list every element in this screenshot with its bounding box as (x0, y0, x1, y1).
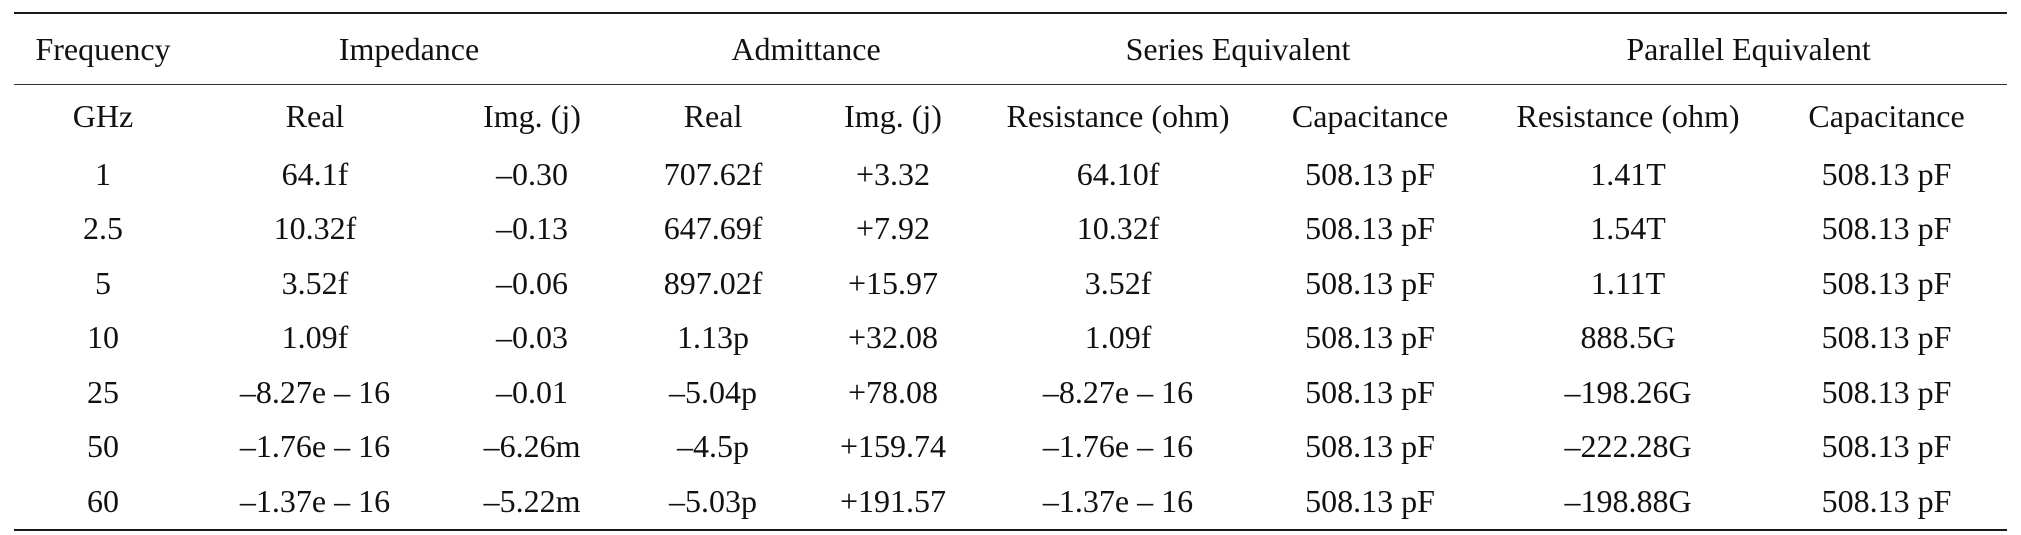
cell-series-resistance: 64.10f (1076, 155, 1160, 192)
cell-series-resistance: 10.32f (1076, 210, 1160, 247)
cell-impedance-imag: –6.26m (483, 428, 581, 465)
cell-admittance-real: 1.13p (677, 319, 750, 356)
cell-parallel-resistance: 1.41T (1590, 155, 1666, 192)
cell-frequency: 25 (87, 373, 119, 410)
cell-parallel-resistance: 1.11T (1590, 264, 1666, 301)
cell-impedance-real: –1.37e – 16 (192, 474, 438, 531)
header-impedance: Impedance (192, 12, 627, 85)
sub-header-admittance-real: Real (683, 97, 743, 134)
cell-parallel-resistance: –198.26G (1564, 373, 1692, 410)
cell-admittance-imag: +3.32 (855, 155, 931, 192)
cell-series-capacitance: 508.13 pF (1305, 264, 1435, 301)
sub-header-parallel-resistance: Resistance (ohm) (1516, 97, 1740, 134)
cell-frequency: 5 (95, 264, 111, 301)
cell-parallel-capacitance: 508.13 pF (1821, 264, 1952, 301)
cell-series-capacitance: 508.13 pF (1305, 319, 1435, 356)
cell-impedance-real: 1.09f (281, 319, 349, 356)
cell-series-capacitance: 508.13 pF (1250, 474, 1491, 531)
sub-header-impedance-imag: Img. (j) (483, 97, 581, 134)
cell-series-resistance: 3.52f (1084, 264, 1152, 301)
sub-header-row: GHz Real Img. (j) Real Img. (j) Resistan… (14, 85, 2007, 148)
cell-series-resistance: –1.76e – 16 (1042, 428, 1194, 465)
cell-parallel-capacitance: 508.13 pF (1821, 210, 1952, 247)
cell-admittance-imag: +32.08 (847, 319, 939, 356)
cell-impedance-real: 64.1f (281, 155, 349, 192)
header-parallel-equivalent: Parallel Equivalent (1490, 12, 2008, 85)
header-series-equivalent: Series Equivalent (986, 12, 1491, 85)
cell-impedance-imag: –0.03 (496, 319, 568, 356)
sub-header-ghz: GHz (72, 97, 134, 134)
group-header-row: Frequency Impedance Admittance Series Eq… (14, 12, 2008, 85)
cell-parallel-capacitance: 508.13 pF (1821, 319, 1952, 356)
cell-impedance-real: –1.76e – 16 (239, 428, 391, 465)
cell-series-capacitance: 508.13 pF (1305, 210, 1435, 247)
cell-admittance-real: 647.69f (663, 210, 763, 247)
header-admittance: Admittance (626, 12, 987, 85)
sub-header-impedance-real: Real (285, 97, 345, 134)
cell-impedance-real: 3.52f (281, 264, 349, 301)
cell-admittance-real: –5.03p (626, 474, 801, 531)
cell-series-capacitance: 508.13 pF (1305, 155, 1435, 192)
cell-parallel-capacitance: 508.13 pF (1766, 474, 2008, 531)
cell-admittance-real: –4.5p (677, 428, 750, 465)
cell-admittance-real: 897.02f (663, 264, 763, 301)
table-row: 25 –8.27e – 16 –0.01 –5.04p +78.08 –8.27… (14, 365, 2007, 420)
cell-frequency: 1 (95, 155, 111, 192)
cell-series-resistance: –8.27e – 16 (1042, 373, 1194, 410)
cell-impedance-imag: –5.22m (438, 474, 627, 531)
cell-impedance-real: –8.27e – 16 (239, 373, 391, 410)
cell-impedance-imag: –0.06 (496, 264, 568, 301)
cell-impedance-imag: –0.30 (496, 155, 568, 192)
cell-frequency: 10 (87, 319, 119, 356)
cell-admittance-real: –5.04p (669, 373, 758, 410)
table-row: 10 1.09f –0.03 1.13p +32.08 1.09f 508.13… (14, 311, 2007, 366)
cell-admittance-real: 707.62f (663, 155, 763, 192)
cell-frequency: 50 (87, 428, 119, 465)
table-row: 1 64.1f –0.30 707.62f +3.32 64.10f 508.1… (14, 147, 2007, 202)
cell-series-resistance: 1.09f (1084, 319, 1152, 356)
cell-impedance-imag: –0.13 (496, 210, 568, 247)
sub-header-series-capacitance: Capacitance (1291, 97, 1449, 134)
cell-parallel-capacitance: 508.13 pF (1821, 373, 1952, 410)
cell-parallel-resistance: –222.28G (1564, 428, 1692, 465)
cell-impedance-imag: –0.01 (496, 373, 568, 410)
table-row: 60 –1.37e – 16 –5.22m –5.03p +191.57 –1.… (14, 474, 2008, 531)
cell-frequency: 60 (14, 474, 192, 531)
cell-parallel-resistance: 888.5G (1580, 319, 1676, 356)
table-row: 50 –1.76e – 16 –6.26m –4.5p +159.74 –1.7… (14, 420, 2007, 475)
cell-parallel-resistance: 1.54T (1590, 210, 1666, 247)
cell-impedance-real: 10.32f (273, 210, 357, 247)
cell-admittance-imag: +7.92 (855, 210, 931, 247)
cell-admittance-imag: +78.08 (847, 373, 939, 410)
cell-series-resistance: –1.37e – 16 (986, 474, 1251, 531)
cell-series-capacitance: 508.13 pF (1305, 428, 1435, 465)
sub-header-parallel-capacitance: Capacitance (1808, 97, 1965, 134)
header-frequency: Frequency (14, 12, 192, 85)
cell-parallel-resistance: –198.88G (1490, 474, 1767, 531)
cell-admittance-imag: +159.74 (839, 428, 947, 465)
cell-admittance-imag: +191.57 (800, 474, 987, 531)
cell-frequency: 2.5 (83, 210, 123, 247)
sub-header-admittance-imag: Img. (j) (844, 97, 942, 134)
equivalent-circuit-table: Frequency Impedance Admittance Series Eq… (14, 12, 2008, 531)
cell-parallel-capacitance: 508.13 pF (1821, 428, 1952, 465)
cell-parallel-capacitance: 508.13 pF (1821, 155, 1952, 192)
table-row: 5 3.52f –0.06 897.02f +15.97 3.52f 508.1… (14, 256, 2007, 311)
cell-admittance-imag: +15.97 (847, 264, 939, 301)
cell-series-capacitance: 508.13 pF (1305, 373, 1435, 410)
sub-header-series-resistance: Resistance (ohm) (1006, 97, 1230, 134)
table-row: 2.5 10.32f –0.13 647.69f +7.92 10.32f 50… (14, 202, 2007, 257)
table-body: 1 64.1f –0.30 707.62f +3.32 64.10f 508.1… (14, 147, 2008, 531)
data-table-container: Frequency Impedance Admittance Series Eq… (14, 12, 2008, 531)
